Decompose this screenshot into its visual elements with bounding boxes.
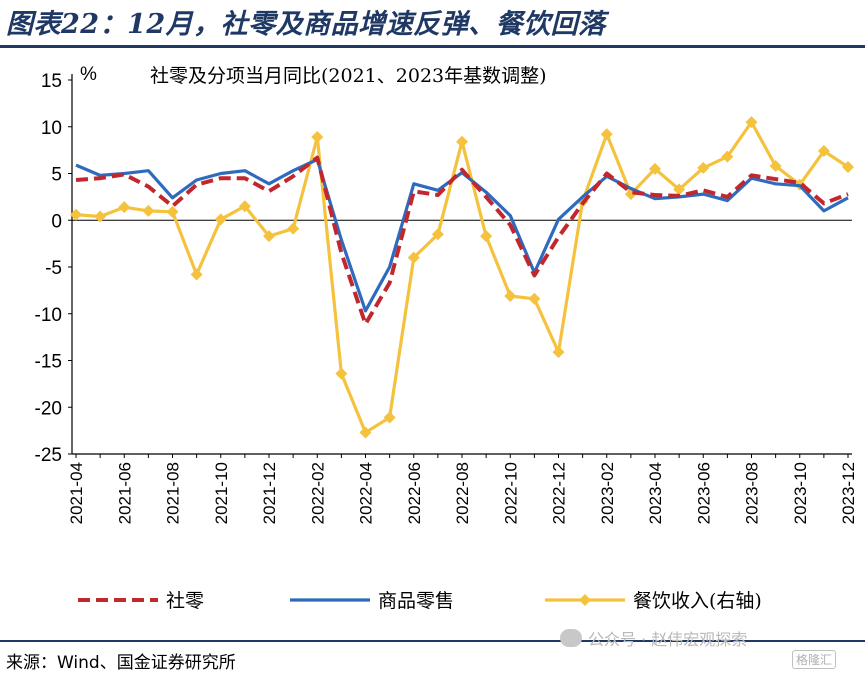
series-point [142,204,155,217]
series-point [528,292,541,305]
watermark: 公众号 · 赵伟宏观探索 [560,626,747,650]
x-tick-label: 2021-08 [164,462,183,524]
series-point [456,135,468,148]
series-point [673,183,686,196]
title-rule [0,45,865,48]
series-point [817,145,830,158]
wechat-icon [560,629,582,647]
series-point [238,200,251,213]
series-point [552,346,565,359]
series-point [214,213,227,226]
x-tick-label: 2023-04 [646,462,665,524]
series-point [721,150,734,163]
series-point [649,162,661,175]
x-tick-label: 2021-10 [212,462,231,524]
figure-title: 图表22：12月，社零及商品增速反弹、餐饮回落 [6,9,606,40]
chart-legend: 社零 商品零售 餐饮收入(右轴) [78,590,762,612]
series-line-0 [75,155,849,326]
y-tick-label: -15 [35,352,62,373]
series-point [190,268,203,281]
series-point [359,426,372,439]
x-tick-label: 2023-06 [694,462,713,524]
series-point [287,222,300,235]
chart-title: 社零及分项当月同比(2021、2023年基数调整) [150,65,547,87]
series-point [263,230,275,243]
series-point [70,208,82,221]
series-point [118,201,131,214]
series-point [94,210,107,223]
x-tick-label: 2021-06 [115,462,134,524]
footer-rule [0,640,865,642]
x-tick-label: 2021-12 [260,462,279,524]
x-tick-label: 2022-02 [308,462,327,524]
series-point [697,161,710,174]
y-tick-label: -25 [35,445,62,466]
legend-label-2: 餐饮收入(右轴) [633,590,762,612]
x-tick-label: 2022-06 [405,462,424,524]
series-point [431,228,444,241]
legend-label-0: 社零 [166,590,204,612]
x-tick-label: 2023-12 [839,462,858,524]
x-tick-label: 2022-12 [550,462,569,524]
series-point [600,128,613,141]
series-point [166,205,179,218]
series-line-1 [75,157,849,313]
y-tick-label: -5 [45,258,62,279]
y-tick-label: 10 [41,118,62,139]
source-note: 来源：Wind、国金证券研究所 [6,653,236,673]
series-point [383,411,396,424]
series-point [769,160,782,173]
y-tick-label: 5 [51,165,62,186]
watermark-text: 公众号 · 赵伟宏观探索 [588,630,748,649]
x-tick-label: 2022-04 [357,462,376,524]
series-point [745,116,758,129]
series-point [842,160,854,173]
series-point [311,131,324,144]
series-point [407,251,420,264]
y-tick-label: 0 [51,211,62,232]
chart-plot-area [70,116,854,439]
x-tick-label: 2023-02 [598,462,617,524]
legend-label-1: 商品零售 [378,590,454,612]
line-chart: 15 10 5 0 -5 -10 -15 -20 -25% 社零及分项当月同比(2021、2023… [35,64,858,612]
y-tick-label: -20 [35,398,62,419]
y-tick-label: 15 [41,71,62,92]
x-tick-label: 2023-08 [743,462,762,524]
x-tick-label: 2022-08 [453,462,472,524]
series-point [335,367,348,380]
chart-axes: 15 10 5 0 -5 -10 -15 -20 -25% 社零及分项当月同比(2021、2023… [35,64,858,524]
y-tick-label: -10 [35,305,62,326]
series-point [480,230,493,243]
legend-marker [579,594,591,606]
x-tick-label: 2022-10 [501,462,520,524]
series-point [504,289,517,302]
x-tick-label: 2023-10 [791,462,810,524]
y-axis-unit: % [80,64,97,85]
x-tick-label: 2021-04 [67,462,86,524]
watermark-brand: 格隆汇 [792,650,837,669]
